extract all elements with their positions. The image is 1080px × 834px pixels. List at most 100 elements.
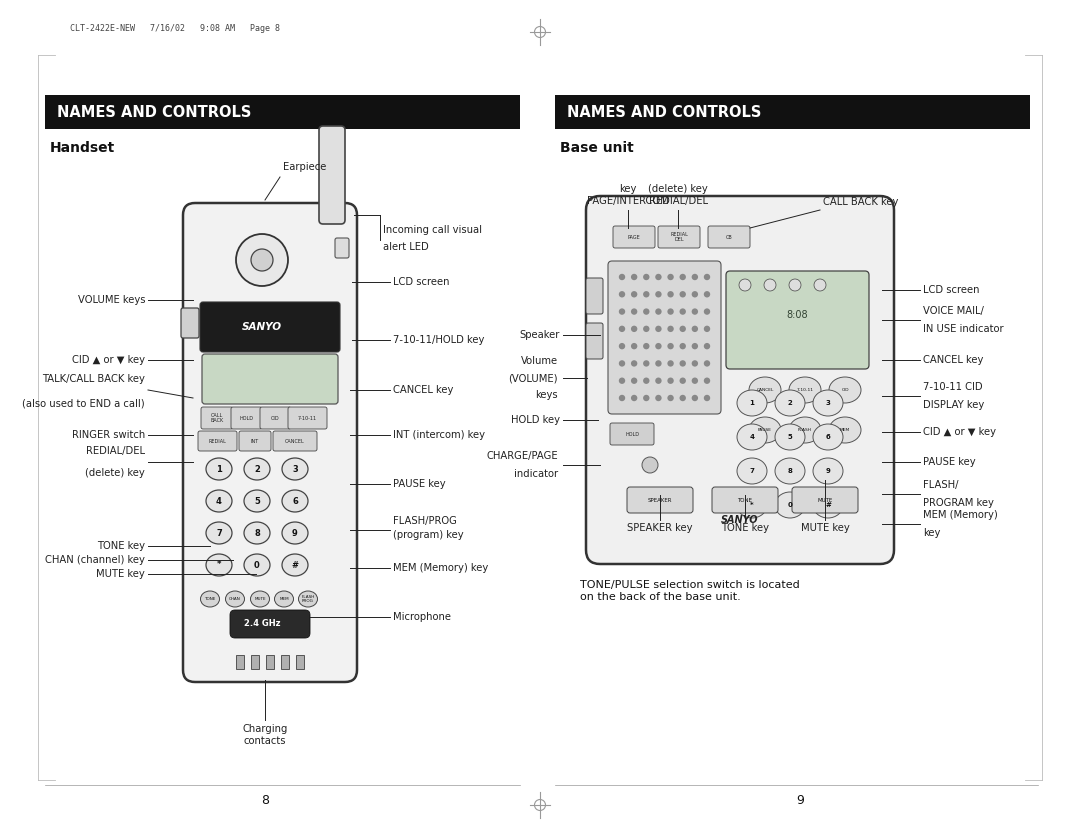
Text: REDIAL/DEL: REDIAL/DEL (86, 446, 145, 456)
Ellipse shape (737, 458, 767, 484)
Ellipse shape (789, 417, 821, 443)
Text: SPEAKER key: SPEAKER key (627, 523, 692, 533)
Text: 9: 9 (292, 529, 298, 537)
Text: (delete) key: (delete) key (85, 468, 145, 478)
Ellipse shape (737, 424, 767, 450)
Circle shape (631, 274, 637, 280)
Text: 8: 8 (261, 793, 269, 806)
Text: 2.4 GHz: 2.4 GHz (244, 620, 280, 629)
Circle shape (679, 394, 686, 401)
Circle shape (691, 394, 698, 401)
Circle shape (642, 457, 658, 473)
Circle shape (691, 325, 698, 332)
FancyBboxPatch shape (260, 407, 291, 429)
Text: FLASH
PROG: FLASH PROG (301, 595, 314, 603)
Ellipse shape (282, 554, 308, 576)
Text: CID: CID (841, 388, 849, 392)
Text: TONE: TONE (204, 597, 216, 601)
Text: TONE key: TONE key (721, 523, 769, 533)
Ellipse shape (298, 591, 318, 607)
Circle shape (667, 274, 674, 280)
Ellipse shape (206, 458, 232, 480)
Bar (237, 655, 244, 669)
Circle shape (643, 325, 649, 332)
Text: (also used to END a call): (also used to END a call) (23, 398, 145, 408)
Circle shape (679, 274, 686, 280)
Text: MEM (Memory) key: MEM (Memory) key (393, 563, 488, 573)
Text: RINGER switch: RINGER switch (71, 430, 145, 440)
Text: PAUSE: PAUSE (758, 428, 772, 432)
Text: DISPLAY key: DISPLAY key (923, 400, 984, 410)
Circle shape (667, 325, 674, 332)
Circle shape (679, 343, 686, 349)
Text: Charging
contacts: Charging contacts (242, 724, 287, 746)
Ellipse shape (789, 377, 821, 403)
Bar (296, 655, 303, 669)
Text: PAGE/INTERCOM: PAGE/INTERCOM (588, 196, 669, 206)
Text: 0: 0 (787, 502, 793, 508)
Text: CALL BACK key: CALL BACK key (823, 197, 899, 207)
Text: HOLD: HOLD (240, 415, 254, 420)
Circle shape (667, 291, 674, 298)
FancyBboxPatch shape (273, 431, 318, 451)
Circle shape (667, 343, 674, 349)
Circle shape (679, 291, 686, 298)
Ellipse shape (206, 490, 232, 512)
Circle shape (631, 291, 637, 298)
Text: VOICE MAIL/: VOICE MAIL/ (923, 306, 984, 316)
Ellipse shape (244, 458, 270, 480)
Text: 9: 9 (796, 793, 804, 806)
Text: CID ▲ or ▼ key: CID ▲ or ▼ key (72, 355, 145, 365)
Circle shape (251, 249, 273, 271)
Ellipse shape (737, 390, 767, 416)
Bar (251, 655, 259, 669)
Text: CALL
BACK: CALL BACK (211, 413, 224, 424)
Ellipse shape (750, 377, 781, 403)
Ellipse shape (813, 390, 843, 416)
Circle shape (619, 325, 625, 332)
Circle shape (691, 378, 698, 384)
Text: TONE key: TONE key (97, 541, 145, 551)
Text: CANCEL key: CANCEL key (923, 355, 984, 365)
Text: 7: 7 (750, 468, 755, 474)
Circle shape (691, 274, 698, 280)
Ellipse shape (813, 424, 843, 450)
Text: CID: CID (271, 415, 280, 420)
FancyBboxPatch shape (200, 302, 340, 352)
Text: TALK/CALL BACK key: TALK/CALL BACK key (42, 374, 145, 384)
FancyBboxPatch shape (198, 431, 237, 451)
Circle shape (631, 394, 637, 401)
Circle shape (704, 360, 711, 367)
Ellipse shape (244, 522, 270, 544)
Ellipse shape (775, 458, 805, 484)
Ellipse shape (829, 417, 861, 443)
Ellipse shape (201, 591, 219, 607)
Text: HOLD key: HOLD key (511, 415, 561, 425)
Text: MUTE key: MUTE key (96, 569, 145, 579)
Text: MEM: MEM (840, 428, 850, 432)
Text: 7-10-11: 7-10-11 (797, 388, 813, 392)
Circle shape (739, 279, 751, 291)
FancyBboxPatch shape (726, 271, 869, 369)
Ellipse shape (775, 424, 805, 450)
Circle shape (643, 309, 649, 314)
Circle shape (619, 291, 625, 298)
Text: 0: 0 (254, 560, 260, 570)
Circle shape (656, 291, 662, 298)
Circle shape (656, 343, 662, 349)
Text: HOLD: HOLD (625, 431, 639, 436)
Circle shape (619, 360, 625, 367)
Circle shape (704, 343, 711, 349)
Text: (program) key: (program) key (393, 530, 463, 540)
Circle shape (631, 378, 637, 384)
Text: 7-10-11 CID: 7-10-11 CID (923, 382, 983, 392)
FancyBboxPatch shape (335, 238, 349, 258)
Text: PAUSE key: PAUSE key (923, 457, 975, 467)
Text: CHAN: CHAN (229, 597, 241, 601)
FancyBboxPatch shape (792, 487, 858, 513)
Text: 8: 8 (254, 529, 260, 537)
Text: VOLUME keys: VOLUME keys (78, 295, 145, 305)
Circle shape (667, 309, 674, 314)
Text: #: # (292, 560, 298, 570)
Circle shape (619, 274, 625, 280)
